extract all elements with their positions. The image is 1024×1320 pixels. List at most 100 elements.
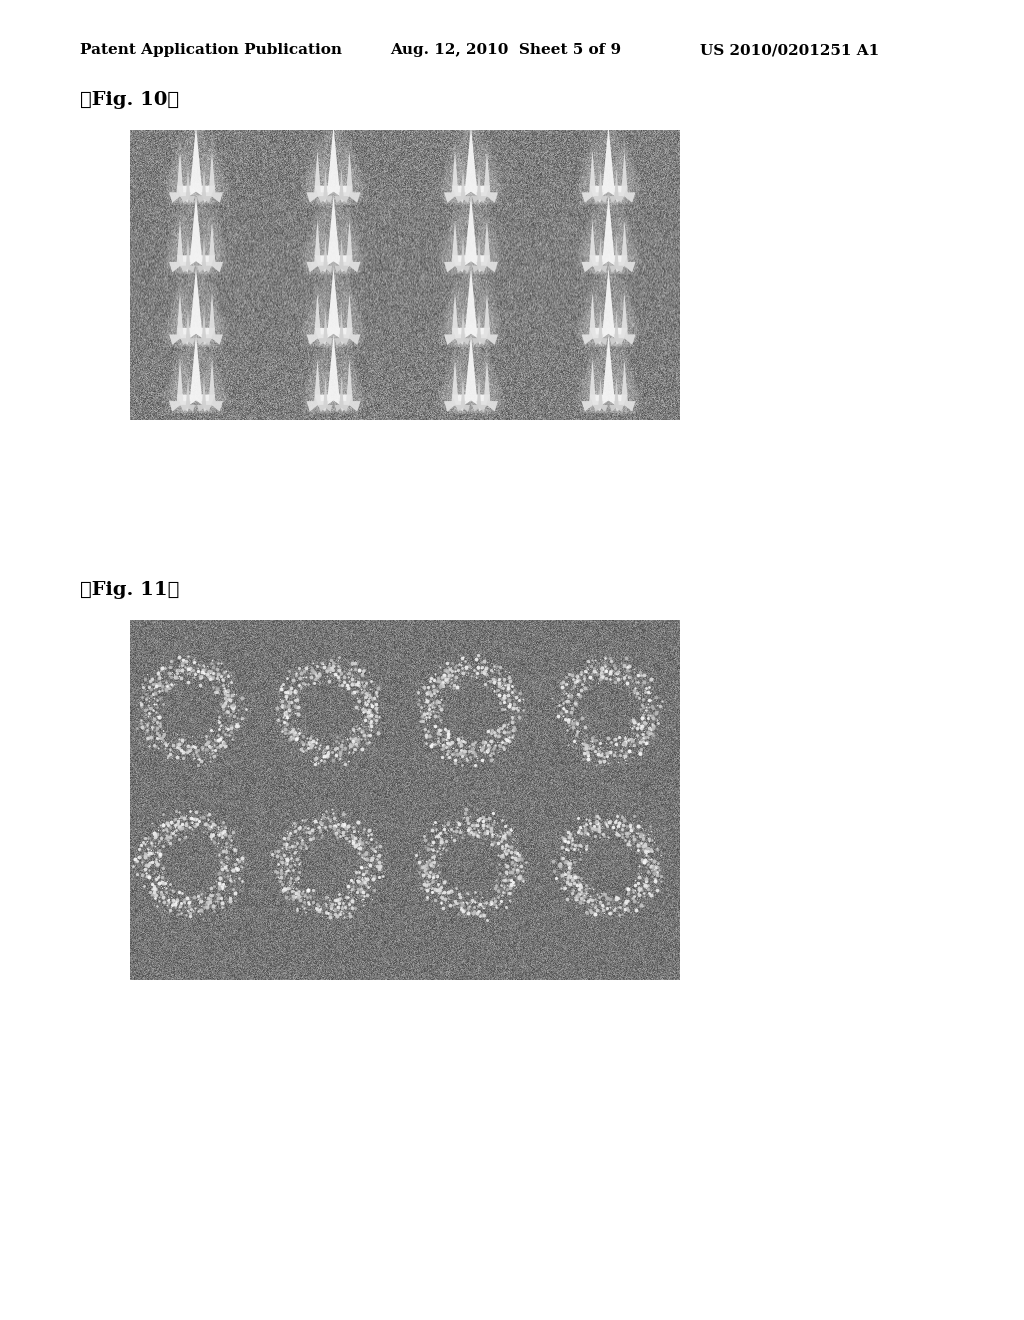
Polygon shape (604, 363, 629, 413)
Polygon shape (583, 181, 634, 273)
Polygon shape (472, 378, 486, 412)
Polygon shape (472, 348, 502, 413)
Polygon shape (318, 378, 333, 412)
Polygon shape (313, 297, 337, 347)
Polygon shape (467, 297, 490, 347)
Text: 50.0um: 50.0um (587, 430, 627, 440)
Polygon shape (318, 238, 333, 273)
Polygon shape (440, 282, 470, 347)
Polygon shape (582, 220, 603, 272)
Polygon shape (169, 220, 191, 272)
Polygon shape (456, 238, 470, 273)
Polygon shape (468, 199, 506, 275)
Polygon shape (339, 150, 360, 203)
Polygon shape (440, 140, 470, 205)
Polygon shape (330, 154, 353, 205)
Polygon shape (318, 168, 333, 203)
Polygon shape (613, 220, 636, 272)
Polygon shape (169, 293, 191, 345)
Polygon shape (590, 195, 628, 271)
Polygon shape (577, 239, 641, 346)
Polygon shape (468, 272, 506, 347)
Polygon shape (590, 125, 628, 201)
Polygon shape (316, 370, 335, 413)
Polygon shape (339, 293, 360, 345)
Polygon shape (445, 319, 497, 413)
Polygon shape (194, 199, 230, 275)
Polygon shape (162, 338, 199, 413)
Text: 【Fig. 10】: 【Fig. 10】 (80, 91, 179, 110)
Polygon shape (170, 319, 221, 413)
Polygon shape (582, 293, 603, 345)
Polygon shape (198, 348, 227, 413)
Polygon shape (165, 348, 195, 413)
Polygon shape (573, 129, 611, 205)
Polygon shape (590, 268, 628, 343)
Polygon shape (578, 348, 607, 413)
Polygon shape (452, 125, 490, 201)
Polygon shape (314, 334, 352, 409)
Polygon shape (162, 199, 199, 275)
Polygon shape (578, 140, 607, 205)
Polygon shape (201, 359, 223, 412)
Polygon shape (445, 111, 497, 203)
Polygon shape (331, 199, 369, 275)
Polygon shape (332, 161, 351, 205)
Polygon shape (331, 338, 369, 413)
Polygon shape (193, 297, 216, 347)
Polygon shape (201, 150, 223, 203)
Polygon shape (606, 338, 643, 413)
Polygon shape (573, 199, 611, 275)
Polygon shape (299, 272, 336, 347)
Polygon shape (339, 359, 360, 412)
Polygon shape (591, 304, 610, 347)
Polygon shape (313, 224, 337, 275)
Polygon shape (472, 210, 502, 275)
Polygon shape (181, 310, 195, 346)
Polygon shape (454, 370, 472, 413)
Polygon shape (470, 370, 488, 413)
Polygon shape (445, 253, 497, 346)
Polygon shape (607, 370, 626, 413)
Polygon shape (330, 363, 353, 413)
Polygon shape (313, 363, 337, 413)
Polygon shape (170, 181, 221, 273)
Polygon shape (470, 304, 488, 347)
Polygon shape (178, 304, 198, 347)
Polygon shape (332, 304, 351, 347)
Polygon shape (454, 231, 472, 275)
Polygon shape (178, 370, 198, 413)
Polygon shape (308, 253, 359, 346)
Polygon shape (589, 224, 612, 275)
Polygon shape (594, 310, 607, 346)
Polygon shape (335, 282, 365, 347)
Polygon shape (436, 199, 474, 275)
Polygon shape (577, 166, 641, 273)
Polygon shape (193, 363, 216, 413)
Polygon shape (591, 231, 610, 275)
Polygon shape (589, 297, 612, 347)
Polygon shape (577, 305, 641, 413)
Polygon shape (314, 268, 352, 343)
Polygon shape (573, 272, 611, 347)
Polygon shape (436, 338, 474, 413)
Polygon shape (438, 96, 504, 203)
Polygon shape (316, 304, 335, 347)
Polygon shape (589, 154, 612, 205)
Polygon shape (468, 338, 506, 413)
Polygon shape (444, 359, 466, 412)
Polygon shape (316, 231, 335, 275)
Polygon shape (306, 359, 329, 412)
Polygon shape (339, 220, 360, 272)
Polygon shape (452, 334, 490, 409)
Polygon shape (609, 140, 639, 205)
Polygon shape (613, 293, 636, 345)
Text: Patent Application Publication: Patent Application Publication (80, 44, 342, 57)
Polygon shape (169, 359, 191, 412)
Polygon shape (578, 210, 607, 275)
Polygon shape (201, 220, 223, 272)
Polygon shape (181, 378, 195, 412)
Polygon shape (454, 304, 472, 347)
Polygon shape (472, 168, 486, 203)
Polygon shape (607, 161, 626, 205)
